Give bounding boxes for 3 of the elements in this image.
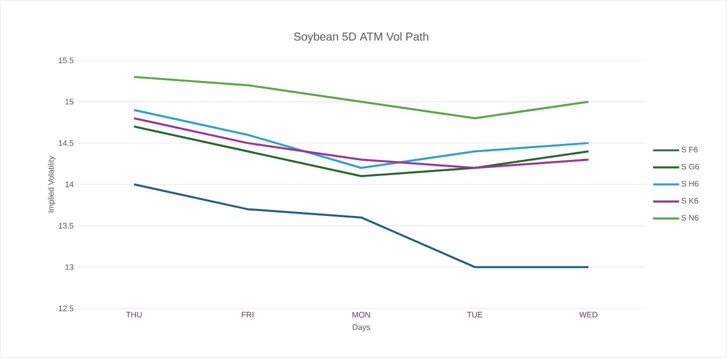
- line-series: [133, 183, 590, 268]
- line-series: [133, 76, 590, 120]
- chart-title: Soybean 5D ATM Vol Path: [294, 32, 428, 43]
